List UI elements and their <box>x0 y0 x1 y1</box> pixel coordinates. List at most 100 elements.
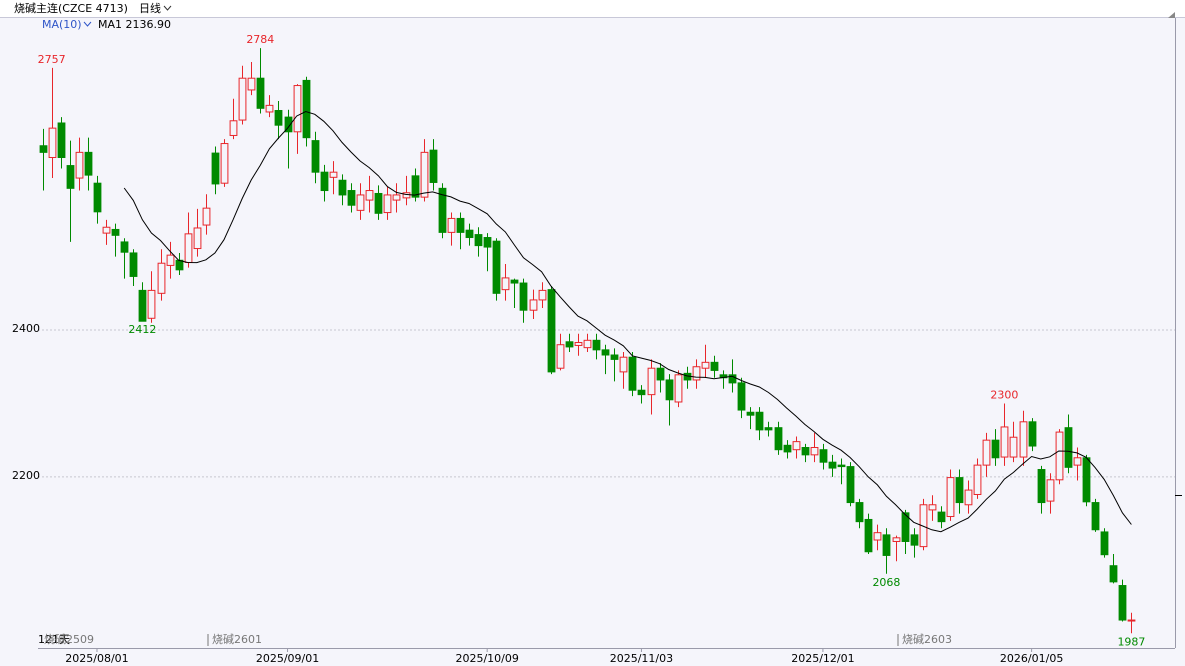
candle-body <box>547 289 556 373</box>
ma-line <box>123 110 1132 533</box>
candle-body <box>701 361 710 369</box>
chart-title: 烧碱主连(CZCE 4713) <box>14 2 128 15</box>
candle-body <box>39 145 48 153</box>
low-label: 1987 <box>1117 635 1145 648</box>
candle-body <box>429 149 438 183</box>
candle-body <box>284 116 293 133</box>
candle-body <box>365 190 374 201</box>
candle-body <box>519 282 528 311</box>
x-tick-label: 2025/12/01 <box>791 652 854 665</box>
candle-body <box>674 374 683 403</box>
candle-body <box>1055 431 1064 481</box>
period-dropdown-icon[interactable] <box>163 5 172 11</box>
candle-body <box>102 226 111 234</box>
candle-body <box>610 354 619 360</box>
candle-body <box>492 240 501 294</box>
candle-body <box>211 152 220 185</box>
candle-body <box>402 192 411 199</box>
candle-body <box>937 511 946 523</box>
candle-body <box>692 366 701 381</box>
header-bar <box>0 0 1185 17</box>
candle-body <box>601 349 610 356</box>
candle-body <box>1127 619 1136 622</box>
candle-body <box>166 254 175 266</box>
candle-body <box>837 464 846 468</box>
candle-body <box>864 518 873 553</box>
candle-body <box>202 207 211 226</box>
candle-body <box>1109 565 1118 583</box>
candle-body <box>465 229 474 239</box>
candle-body <box>973 464 982 495</box>
candle-body <box>565 341 574 348</box>
candle-body <box>882 534 891 556</box>
candle-body <box>1091 502 1100 531</box>
candle-body <box>574 342 583 346</box>
candle-body <box>955 477 964 504</box>
candle-body <box>1046 479 1055 502</box>
candle-body <box>411 175 420 198</box>
candle-body <box>774 427 783 451</box>
candle-body <box>755 411 764 431</box>
candle-body <box>873 532 882 541</box>
candle-body <box>810 447 819 456</box>
candle-body <box>57 122 66 158</box>
candle-body <box>138 289 147 322</box>
candle-body <box>120 241 129 253</box>
high-label: 2784 <box>246 33 274 46</box>
x-tick-label: 2025/10/09 <box>455 652 518 665</box>
candle-body <box>93 182 102 213</box>
candle-body <box>147 289 156 319</box>
candle-body <box>928 504 937 511</box>
candle-body <box>356 194 365 211</box>
candle-body <box>991 439 1000 459</box>
candle-body <box>529 299 538 311</box>
x-tick-label: 2025/08/01 <box>65 652 128 665</box>
candle-body <box>746 411 755 416</box>
candle-body <box>1100 531 1109 556</box>
candle-body <box>274 110 283 126</box>
candle-body <box>1028 421 1037 447</box>
candle-body <box>383 194 392 214</box>
indicator-selector[interactable]: MA(10) <box>42 18 82 31</box>
indicator-value: MA1 2136.90 <box>98 18 171 31</box>
y-tick-label: 2400 <box>12 322 40 335</box>
candle-body <box>710 361 719 371</box>
candle-body <box>1064 427 1073 468</box>
candle-body <box>347 190 356 206</box>
candle-body <box>447 217 456 233</box>
candle-body <box>265 104 274 113</box>
candle-body <box>1000 426 1009 458</box>
candle-body <box>392 194 401 201</box>
candle-body <box>819 449 828 463</box>
candle-body <box>637 389 646 396</box>
candle-body <box>66 165 75 189</box>
contract-label: 烧碱2601 <box>212 633 262 646</box>
candle-body <box>628 356 637 391</box>
candle-body <box>737 382 746 411</box>
candle-body <box>129 252 138 277</box>
candle-body <box>556 344 565 369</box>
candle-body <box>619 356 628 373</box>
candle-body <box>764 427 773 431</box>
candle-body <box>665 379 674 401</box>
candle-body <box>828 461 837 469</box>
high-label: 2757 <box>38 53 66 66</box>
candle-body <box>293 85 302 133</box>
indicator-dropdown-icon[interactable] <box>83 21 92 27</box>
low-label: 2068 <box>872 576 900 589</box>
candle-body <box>946 477 955 518</box>
candle-body <box>1073 457 1082 466</box>
candle-body <box>783 444 792 453</box>
candle-body <box>728 374 737 384</box>
candle-body <box>220 143 229 184</box>
low-label: 2412 <box>128 323 156 336</box>
candle-body <box>910 534 919 546</box>
candle-body <box>982 439 991 466</box>
x-tick-label: 2025/09/01 <box>256 652 319 665</box>
candle-body <box>456 217 465 233</box>
candle-body <box>792 441 801 451</box>
period-selector[interactable]: 日线 <box>139 1 161 15</box>
x-tick-label: 2026/01/05 <box>1000 652 1063 665</box>
